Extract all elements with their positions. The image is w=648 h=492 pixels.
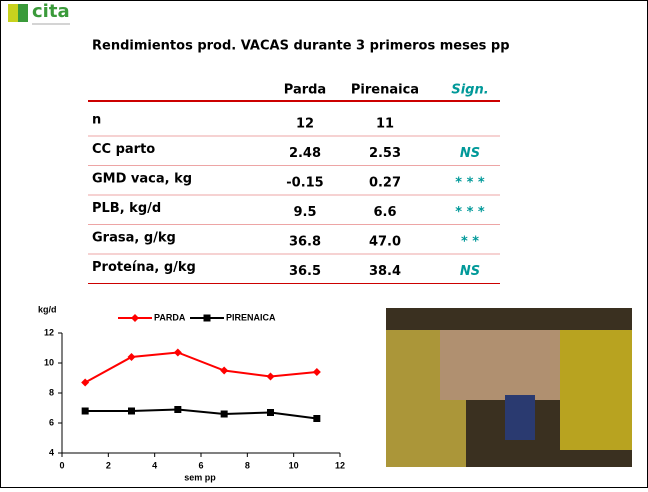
cell: 2.48 — [289, 146, 321, 161]
cell: 0.27 — [369, 176, 401, 191]
x-tick-label: 10 — [289, 460, 299, 470]
row-label: CC parto — [92, 142, 155, 157]
cell: 6.6 — [373, 205, 396, 220]
column-header: Sign. — [451, 83, 488, 98]
cell: -0.15 — [286, 176, 323, 191]
photo-cow — [440, 330, 560, 400]
x-axis-label: sem pp — [184, 472, 216, 482]
y-axis-label: kg/d — [38, 304, 57, 314]
marker — [82, 408, 89, 415]
logo-icon — [8, 4, 18, 22]
y-tick-label: 4 — [49, 447, 54, 457]
logo-icon — [18, 4, 28, 22]
logo-text: cita — [32, 1, 70, 22]
cell: 12 — [296, 117, 314, 132]
column-header: Parda — [284, 83, 326, 98]
x-tick-label: 2 — [106, 460, 111, 470]
photo-gate — [560, 330, 632, 450]
y-tick-label: 10 — [44, 357, 54, 367]
legend-label: PARDA — [154, 312, 186, 322]
slide: cita Rendimientos prod. VACAS durante 3 … — [0, 0, 648, 488]
cell: 36.5 — [289, 264, 321, 279]
title: Rendimientos prod. VACAS durante 3 prime… — [92, 39, 510, 54]
y-tick-label: 8 — [49, 387, 54, 397]
cell: 38.4 — [369, 264, 401, 279]
marker — [267, 409, 274, 416]
row-label: Proteína, g/kg — [92, 260, 196, 275]
row-label: GMD vaca, kg — [92, 172, 192, 187]
legend-marker — [204, 315, 211, 322]
legend-label: PIRENAICA — [226, 312, 276, 322]
row-label: Grasa, g/kg — [92, 231, 176, 246]
significance: NS — [460, 146, 480, 161]
x-tick-label: 6 — [198, 460, 203, 470]
cell: 9.5 — [293, 205, 316, 220]
marker — [313, 415, 320, 422]
significance: * * * — [455, 205, 485, 220]
x-tick-label: 0 — [59, 460, 64, 470]
x-tick-label: 12 — [335, 460, 345, 470]
cell: 36.8 — [289, 235, 321, 250]
cell: 47.0 — [369, 235, 401, 250]
marker — [174, 406, 181, 413]
column-header: Pirenaica — [351, 83, 419, 98]
marker — [128, 408, 135, 415]
cell: 2.53 — [369, 146, 401, 161]
row-label: n — [92, 113, 101, 128]
y-tick-label: 12 — [44, 327, 54, 337]
significance: * * * — [455, 176, 485, 191]
y-tick-label: 6 — [49, 417, 54, 427]
significance: * * — [461, 235, 479, 250]
marker — [221, 411, 228, 418]
x-tick-label: 8 — [245, 460, 250, 470]
row-label: PLB, kg/d — [92, 201, 161, 216]
significance: NS — [460, 264, 480, 279]
photo-person — [505, 395, 535, 440]
x-tick-label: 4 — [152, 460, 157, 470]
cell: 11 — [376, 117, 394, 132]
